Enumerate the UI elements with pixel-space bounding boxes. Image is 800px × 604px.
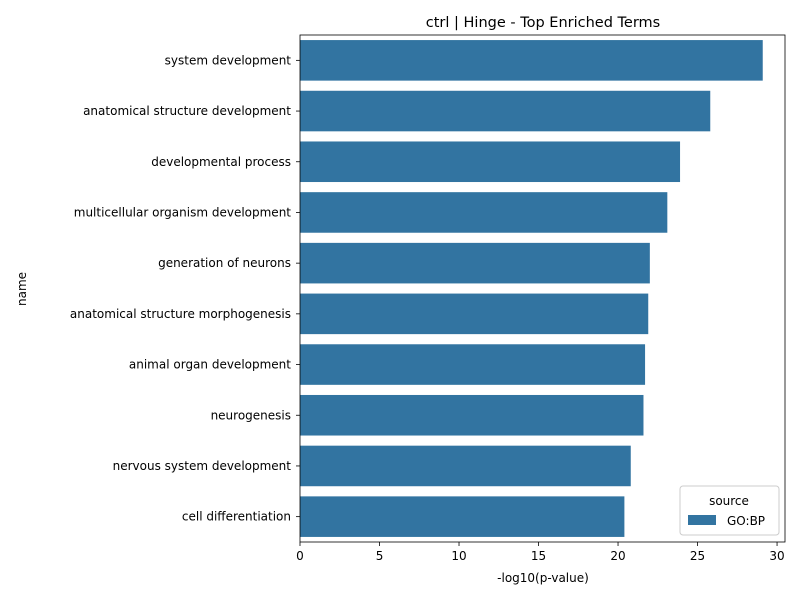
y-tick-label: neurogenesis <box>211 408 291 422</box>
y-tick-labels: system development anatomical structure d… <box>70 53 300 524</box>
bar <box>300 242 650 284</box>
y-tick-label: nervous system development <box>113 459 292 473</box>
legend-title: source <box>709 494 749 508</box>
x-tick-label: 5 <box>376 549 384 563</box>
x-tick-label: 20 <box>610 549 625 563</box>
bar <box>300 90 711 132</box>
bar <box>300 496 625 537</box>
bar <box>300 293 649 335</box>
y-tick-label: anatomical structure development <box>83 104 291 118</box>
x-tick-label: 25 <box>690 549 705 563</box>
y-tick-label: system development <box>165 53 292 67</box>
x-tick-label: 15 <box>531 549 546 563</box>
y-axis-label: name <box>15 272 29 306</box>
bar <box>300 445 631 487</box>
x-tick-label: 0 <box>296 549 304 563</box>
y-tick-label: developmental process <box>151 155 291 169</box>
y-tick-label: anatomical structure morphogenesis <box>70 307 291 321</box>
legend-label: GO:BP <box>727 514 765 528</box>
x-ticks: 0 5 10 15 20 25 30 <box>296 542 785 563</box>
bar <box>300 344 646 385</box>
bar <box>300 394 644 436</box>
y-tick-label: animal organ development <box>129 358 291 372</box>
chart-title: ctrl | Hinge - Top Enriched Terms <box>426 15 660 31</box>
legend: source GO:BP <box>679 485 780 536</box>
plot-frame <box>299 34 786 543</box>
x-tick-label: 30 <box>769 549 784 563</box>
bars-group <box>300 40 763 537</box>
x-axis-label: -log10(p-value) <box>497 571 589 585</box>
bar <box>300 192 668 233</box>
y-tick-label: generation of neurons <box>158 256 291 270</box>
legend-swatch <box>688 515 716 525</box>
bar <box>300 40 763 81</box>
y-tick-label: cell differentiation <box>182 510 291 524</box>
x-tick-label: 10 <box>451 549 466 563</box>
bar <box>300 141 681 183</box>
y-tick-label: multicellular organism development <box>74 205 292 219</box>
